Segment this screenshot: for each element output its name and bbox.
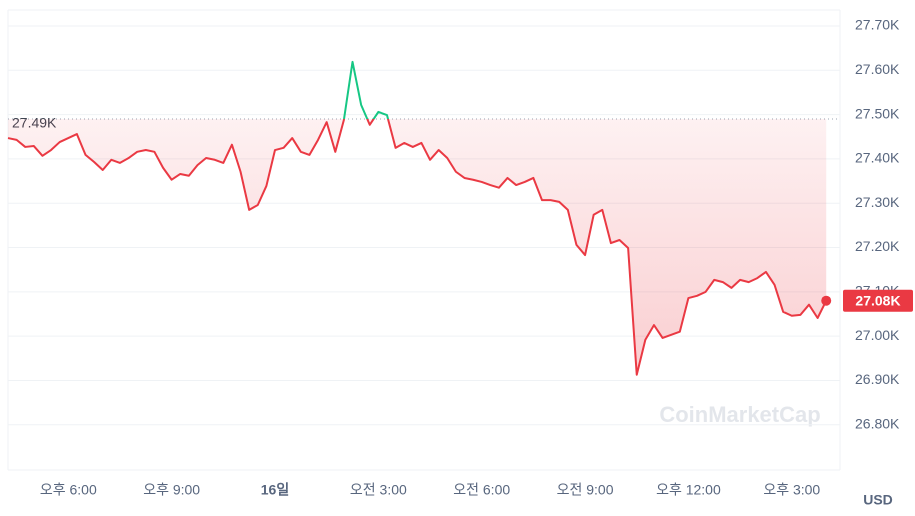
y-tick-label: 27.30K [855, 194, 900, 210]
x-tick-label: 오후 9:00 [143, 482, 200, 498]
price-line [7, 60, 828, 376]
unit-label: USD [863, 492, 893, 508]
x-tick-label: 16일 [261, 482, 289, 498]
y-tick-label: 27.40K [855, 150, 900, 166]
last-point [821, 295, 832, 306]
x-tick-label: 오전 3:00 [350, 482, 407, 498]
x-tick-label: 오전 6:00 [453, 482, 510, 498]
area-fill [8, 119, 827, 375]
current-price-tag [843, 289, 913, 312]
y-tick-label: 27.50K [855, 105, 900, 121]
y-tick-label: 26.90K [855, 371, 900, 387]
x-tick-label: 오후 3:00 [763, 482, 820, 498]
x-tick-label: 오후 6:00 [40, 482, 97, 498]
current-price-label: 27.08K [855, 292, 900, 308]
watermark: CoinMarketCap [659, 402, 820, 427]
x-tick-label: 오후 12:00 [656, 482, 721, 498]
y-tick-label: 27.60K [855, 61, 900, 77]
y-tick-label: 27.20K [855, 238, 900, 254]
y-tick-label: 26.80K [855, 416, 900, 432]
y-tick-label: 27.00K [855, 327, 900, 343]
y-tick-label: 27.70K [855, 17, 900, 33]
x-tick-label: 오전 9:00 [557, 482, 614, 498]
